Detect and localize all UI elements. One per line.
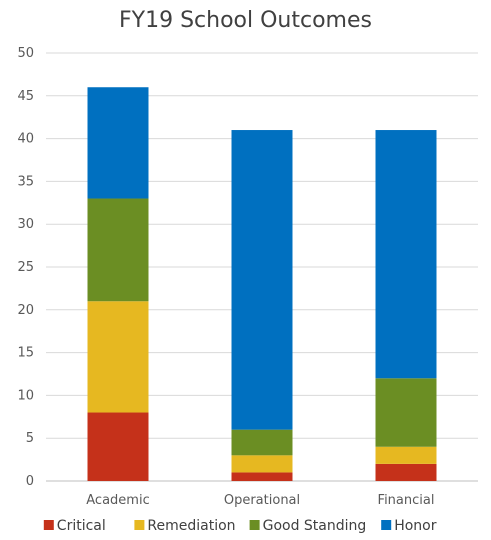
y-tick-label: 35 xyxy=(17,174,34,189)
legend-label: Critical xyxy=(57,518,106,534)
bar-segment-good-standing-academic xyxy=(87,198,149,302)
y-tick-label: 0 xyxy=(26,474,34,489)
legend: Critical Remediation Good Standing Honor xyxy=(43,518,437,534)
y-tick-label: 5 xyxy=(26,431,34,446)
axes: 0 5 10 15 20 25 30 35 40 45 50 Academic Operational F… xyxy=(17,46,434,508)
y-tick-label: 30 xyxy=(17,217,34,232)
bar-segment-honor-financial xyxy=(375,130,437,379)
chart-title: FY19 School Outcomes xyxy=(119,8,372,33)
y-tick-label: 40 xyxy=(17,132,34,147)
y-tick-label: 50 xyxy=(17,46,34,61)
x-tick-label: Academic xyxy=(86,493,149,508)
legend-swatch xyxy=(134,520,145,530)
y-tick-label: 15 xyxy=(17,346,34,361)
legend-swatch xyxy=(43,520,54,530)
bar-segment-honor-operational xyxy=(231,130,293,430)
bar-segment-critical-financial xyxy=(375,463,437,481)
bars xyxy=(87,87,437,481)
bar-segment-critical-operational xyxy=(231,472,293,481)
y-tick-label: 45 xyxy=(17,89,34,104)
bar-segment-good-standing-financial xyxy=(375,378,437,447)
y-tick-label: 25 xyxy=(17,260,34,275)
bar-segment-remediation-academic xyxy=(87,301,149,413)
legend-label: Good Standing xyxy=(263,518,367,534)
x-tick-label: Financial xyxy=(378,493,435,508)
bar-segment-remediation-operational xyxy=(231,455,293,473)
legend-label: Remediation xyxy=(147,518,235,534)
y-tick-label: 20 xyxy=(17,303,34,318)
bar-segment-critical-academic xyxy=(87,412,149,481)
bar-segment-remediation-financial xyxy=(375,446,437,464)
bar-segment-good-standing-operational xyxy=(231,429,293,456)
legend-swatch xyxy=(381,520,392,530)
x-tick-label: Operational xyxy=(224,493,300,508)
bar-segment-honor-academic xyxy=(87,87,149,199)
legend-label: Honor xyxy=(394,518,437,534)
y-tick-label: 10 xyxy=(17,388,34,403)
legend-swatch xyxy=(249,520,260,530)
